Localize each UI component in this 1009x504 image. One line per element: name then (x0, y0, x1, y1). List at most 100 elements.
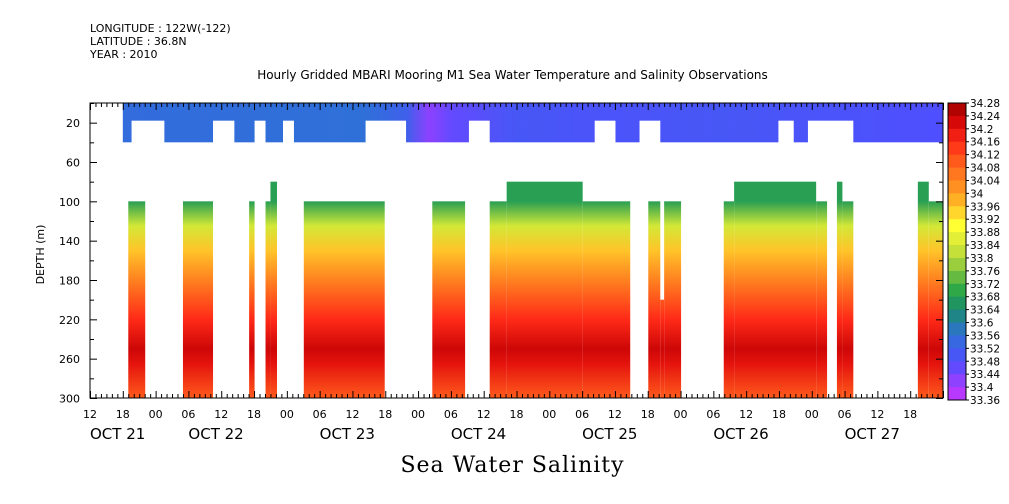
deep-salinity-segment (660, 299, 665, 398)
x-hour-tick-label: 18 (903, 408, 917, 421)
x-day-label: OCT 25 (582, 425, 637, 443)
x-hour-tick-label: 06 (181, 408, 195, 421)
y-tick-label: 180 (59, 275, 80, 288)
colorbar-swatch (948, 103, 966, 117)
surface-data-gap (283, 120, 294, 144)
x-hour-tick-label: 00 (805, 408, 819, 421)
y-tick-label: 300 (59, 393, 80, 406)
colorbar-swatch (948, 322, 966, 336)
colorbar-label: 34.24 (970, 111, 1000, 123)
deep-salinity-segment (734, 181, 817, 398)
colorbar-label: 34.12 (970, 150, 1000, 162)
latitude-text: LATITUDE : 36.8N (90, 35, 187, 48)
y-tick-label: 260 (59, 353, 80, 366)
deep-salinity-segment (489, 201, 507, 398)
colorbar-swatch (948, 245, 966, 259)
colorbar-label: 34.2 (970, 124, 993, 136)
surface-data-gap (131, 120, 165, 144)
colorbar-label: 33.52 (970, 343, 1000, 355)
surface-data-gap (365, 120, 407, 144)
x-hour-tick-label: 18 (116, 408, 130, 421)
colorbar-swatch (948, 154, 966, 169)
colorbar-swatch (948, 206, 966, 220)
deep-salinity-segment (265, 201, 271, 398)
deep-salinity-segment (917, 181, 929, 398)
colorbar-label: 33.88 (970, 227, 1000, 239)
x-hour-tick-label: 06 (575, 408, 589, 421)
deep-salinity-segment (582, 201, 631, 398)
x-hour-tick-label: 12 (345, 408, 359, 421)
x-hour-tick-label: 00 (674, 408, 688, 421)
y-axis-label: DEPTH (m) (34, 225, 47, 285)
colorbar-label: 33.96 (970, 201, 1000, 213)
colorbar-swatch (948, 270, 966, 285)
colorbar-label: 33.4 (970, 382, 994, 394)
colorbar-label: 33.68 (970, 292, 1000, 304)
x-day-label: OCT 22 (188, 425, 243, 443)
colorbar-label: 33.76 (970, 266, 1000, 278)
colorbar-swatch (948, 128, 966, 143)
x-hour-tick-label: 12 (870, 408, 884, 421)
x-hour-tick-label: 12 (739, 408, 753, 421)
surface-data-gap (468, 120, 490, 144)
x-hour-tick-label: 18 (772, 408, 786, 421)
deep-salinity-segment (723, 201, 735, 398)
colorbar-label: 34.04 (970, 175, 1000, 187)
x-hour-tick-label: 06 (838, 408, 852, 421)
deep-salinity-segment (928, 201, 943, 398)
variable-title: Sea Water Salinity (400, 453, 625, 478)
x-hour-tick-label: 18 (378, 408, 392, 421)
surface-data-gap (639, 120, 661, 144)
surface-data-gap (254, 120, 266, 144)
x-hour-tick-label: 12 (83, 408, 97, 421)
colorbar-swatch (948, 348, 966, 362)
colorbar-label: 33.48 (970, 356, 1000, 368)
colorbar-frame (947, 102, 967, 401)
colorbar-label: 33.64 (970, 305, 1000, 317)
colorbar-label: 33.72 (970, 279, 1000, 291)
colorbar-label: 34 (970, 188, 984, 200)
colorbar-swatch (948, 115, 966, 130)
colorbar-label: 33.8 (970, 253, 993, 265)
y-tick-label: 220 (59, 314, 80, 327)
y-tick-label: 100 (59, 196, 80, 209)
deep-salinity-segment (303, 201, 385, 398)
colorbar-swatch (948, 167, 966, 181)
x-hour-tick-label: 12 (477, 408, 491, 421)
x-hour-tick-label: 12 (214, 408, 228, 421)
x-hour-tick-label: 12 (608, 408, 622, 421)
surface-data-gap (807, 120, 854, 144)
colorbar-swatch (948, 283, 966, 298)
x-hour-tick-label: 00 (542, 408, 556, 421)
colorbar-swatch (948, 387, 966, 401)
x-day-label: OCT 27 (845, 425, 900, 443)
y-tick-label: 140 (59, 235, 80, 248)
surface-data-gap (594, 120, 616, 144)
x-hour-tick-label: 18 (641, 408, 655, 421)
colorbar-label: 33.6 (970, 318, 994, 330)
x-hour-tick-label: 18 (510, 408, 524, 421)
deep-salinity-segment (664, 201, 682, 398)
colorbar-label: 34.28 (970, 98, 1000, 110)
deep-salinity-segment (182, 201, 214, 398)
colorbar-swatch (948, 141, 966, 156)
surface-data-gap (213, 120, 235, 144)
x-hour-tick-label: 00 (411, 408, 425, 421)
deep-salinity-segment (249, 201, 255, 398)
deep-salinity-segment (842, 201, 854, 398)
y-tick-label: 60 (66, 157, 80, 170)
x-day-label: OCT 23 (320, 425, 375, 443)
deep-salinity-segment (648, 201, 661, 398)
colorbar-swatch (948, 193, 966, 207)
colorbar-label: 33.56 (970, 330, 1000, 342)
colorbar-swatch (948, 219, 966, 233)
colorbar-swatch (948, 257, 966, 272)
colorbar-swatch (948, 335, 966, 349)
metadata-block: LONGITUDE : 122W(-122) LATITUDE : 36.8N … (90, 22, 231, 61)
deep-salinity-segment (836, 181, 843, 398)
chart-title: Hourly Gridded MBARI Mooring M1 Sea Wate… (257, 68, 768, 82)
deep-salinity-segment (816, 201, 828, 398)
colorbar-label: 33.44 (970, 369, 1000, 381)
colorbar-swatch (948, 180, 966, 194)
